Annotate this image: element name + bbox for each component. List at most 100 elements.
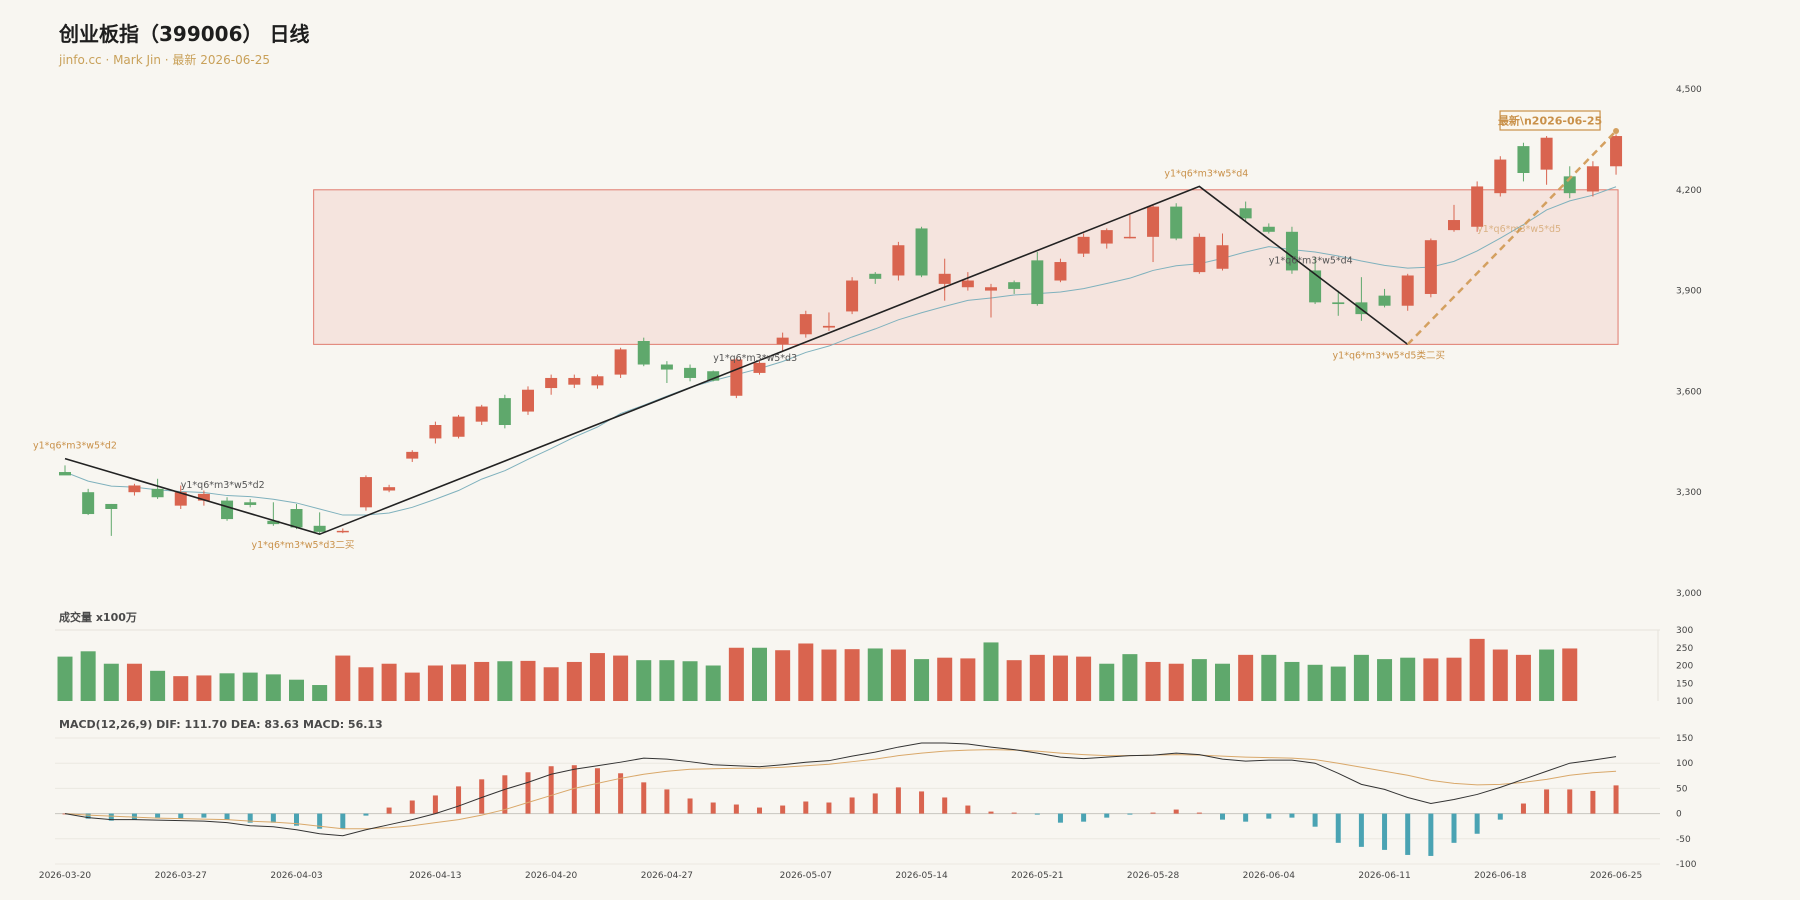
volume-bar <box>358 667 374 701</box>
macd-histogram-bar <box>479 779 485 814</box>
volume-bar <box>1400 657 1416 701</box>
volume-bar <box>451 664 467 701</box>
volume-tick-label: 150 <box>1676 679 1693 689</box>
candle-down <box>290 509 303 528</box>
macd-histogram-bar <box>571 765 577 814</box>
candle-up <box>1448 220 1460 231</box>
price-panel: 3,000 3,300 3,600 3,900 4,200 4,500 y1*q6*m3*w… <box>33 85 1702 599</box>
candle-down <box>915 228 928 276</box>
volume-bar <box>1029 654 1045 701</box>
volume-bar <box>150 670 166 701</box>
volume-bar <box>1284 661 1300 701</box>
volume-bar <box>1122 654 1138 701</box>
volume-tick-label: 250 <box>1676 644 1693 654</box>
candle-up <box>1401 275 1414 306</box>
projection-endpoint <box>1613 128 1620 134</box>
macd-histogram-bar <box>525 772 531 814</box>
volume-bar <box>57 656 73 701</box>
candle-down <box>1332 302 1345 305</box>
candle-down <box>869 273 882 279</box>
volume-bar <box>497 661 513 701</box>
volume-bar <box>1145 661 1161 701</box>
macd-histogram-bar <box>1590 790 1596 814</box>
volume-bar <box>1562 648 1578 701</box>
date-tick-label: 2026-03-20 <box>39 871 92 881</box>
candle-up <box>128 485 141 493</box>
volume-bar <box>1006 660 1022 701</box>
date-tick-label: 2026-06-25 <box>1590 871 1642 881</box>
chart-title: 创业板指（399006） 日线 <box>59 22 310 46</box>
volume-bar <box>705 665 721 701</box>
macd-histogram-bar <box>201 813 207 818</box>
wave-annotation: y1*q6*m3*w5*d4 <box>1164 168 1248 179</box>
date-tick-label: 2026-05-07 <box>780 871 832 881</box>
volume-bar <box>775 650 791 701</box>
date-tick-label: 2026-06-04 <box>1243 871 1296 881</box>
date-tick-label: 2026-04-27 <box>641 871 693 881</box>
macd-histogram-bar <box>1497 813 1503 820</box>
wave-line <box>64 185 1409 536</box>
macd-panel: MACD(12,26,9) DIF: 111.70 DEA: 83.63 MAC… <box>55 718 1697 870</box>
wave-annotation: y1*q6*m3*w5*d2 <box>181 480 265 491</box>
candle-up <box>1100 230 1113 244</box>
candle-up <box>429 425 442 439</box>
macd-histogram-bar <box>942 797 948 814</box>
volume-bar <box>1330 666 1346 701</box>
wave-annotation: y1*q6*m3*w5*d3 <box>713 353 797 364</box>
macd-histogram-bar <box>1312 813 1318 827</box>
wave-annotation: y1*q6*m3*w5*d2 <box>33 441 117 452</box>
price-tick-label: 4,200 <box>1676 186 1702 196</box>
macd-histogram-bar <box>178 813 184 819</box>
candle-down <box>1309 270 1322 303</box>
volume-bar <box>543 667 559 701</box>
date-tick-label: 2026-04-20 <box>525 871 578 881</box>
macd-histogram-bar <box>1081 813 1087 822</box>
macd-histogram-bar <box>757 807 762 814</box>
macd-histogram-bar <box>340 813 346 829</box>
volume-bar <box>659 660 675 701</box>
macd-histogram-bar <box>733 804 739 814</box>
macd-histogram-bar <box>710 802 716 814</box>
wave-annotation: y1*q6*m3*w5*d5 <box>1477 224 1561 235</box>
wave-annotation: y1*q6*m3*w5*d3二买 <box>252 540 355 551</box>
candle-down <box>637 341 650 365</box>
candle-down <box>221 500 234 520</box>
macd-histogram-bar <box>224 813 230 820</box>
volume-bar <box>1168 663 1184 701</box>
macd-histogram-bar <box>85 813 91 819</box>
macd-histogram-bar <box>548 766 554 814</box>
volume-bar <box>798 643 814 701</box>
macd-histogram-bar <box>826 802 832 814</box>
volume-bar <box>1423 658 1439 701</box>
macd-histogram-bar <box>432 795 438 814</box>
candle-down <box>1285 231 1298 271</box>
candle-up <box>1494 159 1507 194</box>
volume-bar <box>126 663 142 701</box>
volume-bar <box>682 661 698 701</box>
candle-up <box>961 280 974 288</box>
candle-down <box>244 502 257 505</box>
macd-histogram-bar <box>849 797 855 814</box>
macd-tick-label: -50 <box>1676 835 1691 845</box>
volume-title: 成交量 x100万 <box>59 610 137 624</box>
macd-histogram-bar <box>895 787 901 814</box>
macd-tick-label: 100 <box>1676 759 1693 769</box>
date-tick-label: 2026-06-18 <box>1474 871 1527 881</box>
candle-up <box>1540 137 1553 170</box>
volume-bar <box>1469 638 1485 701</box>
candle-up <box>568 377 581 385</box>
macd-histogram-bar <box>594 768 600 814</box>
candle-up <box>545 377 558 389</box>
candle-up <box>1077 236 1090 254</box>
volume-bar <box>335 655 351 701</box>
volume-bar <box>821 649 837 701</box>
macd-histogram-bar <box>1451 813 1457 843</box>
volume-bar <box>196 675 212 701</box>
volume-bar <box>103 663 119 701</box>
candle-down <box>82 492 95 515</box>
candle-down <box>1031 260 1044 305</box>
date-tick-label: 2026-05-28 <box>1127 871 1180 881</box>
macd-histogram-bar <box>1567 789 1573 814</box>
volume-bar <box>890 649 906 701</box>
